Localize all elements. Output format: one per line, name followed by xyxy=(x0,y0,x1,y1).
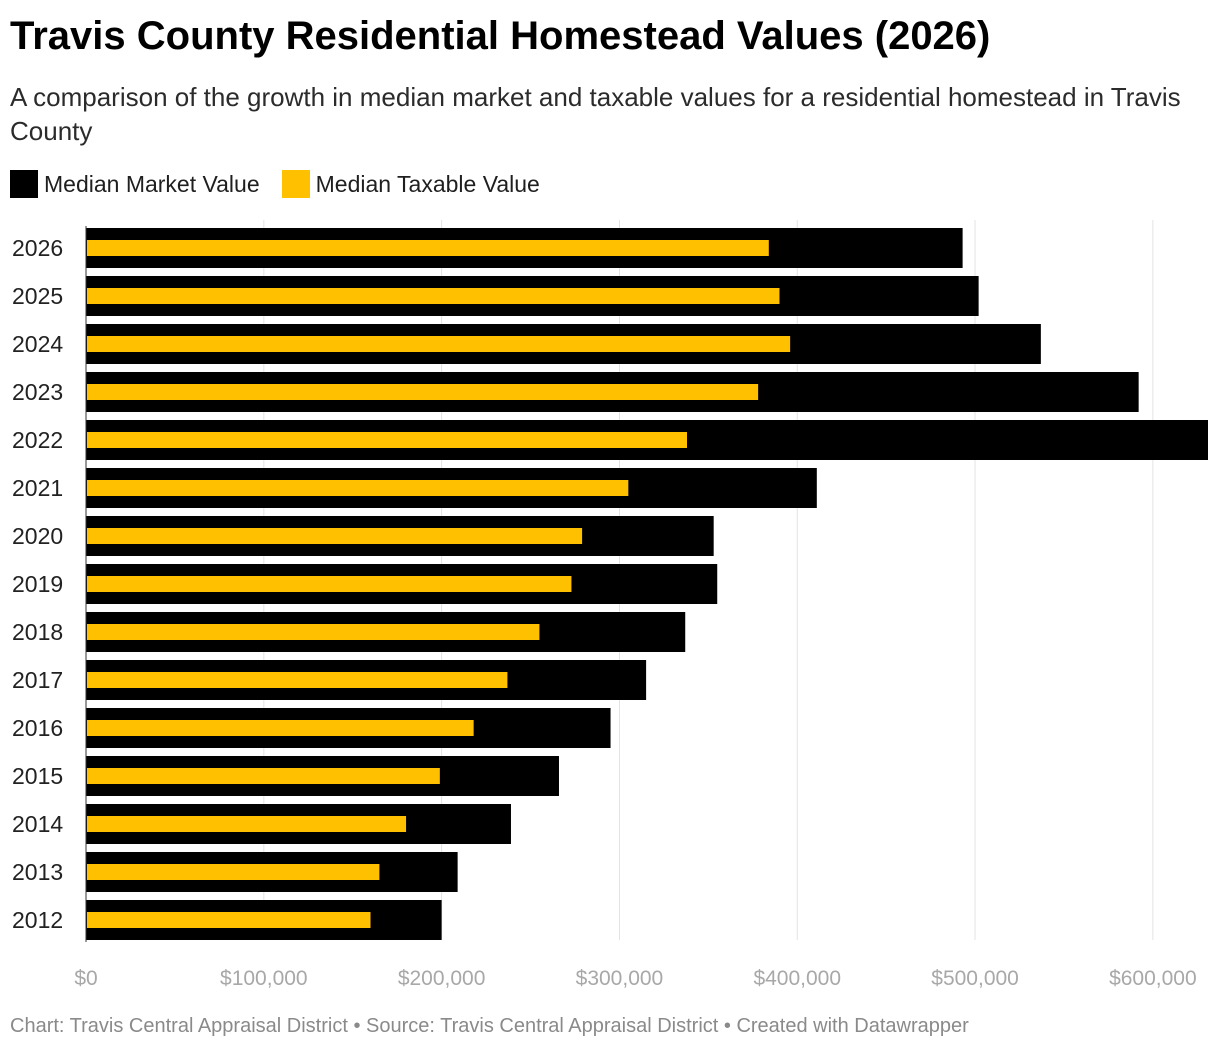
y-category-label: 2018 xyxy=(12,619,63,645)
legend-item-market: Median Market Value xyxy=(10,170,260,198)
y-category-label: 2021 xyxy=(12,475,63,501)
x-tick-label: $300,000 xyxy=(576,967,664,990)
bar-taxable-value xyxy=(87,384,759,400)
y-category-label: 2020 xyxy=(12,523,63,549)
bar-taxable-value xyxy=(87,816,407,832)
bar-taxable-value xyxy=(87,432,688,448)
bar-taxable-value xyxy=(87,336,791,352)
x-tick-label: $200,000 xyxy=(398,967,486,990)
bar-taxable-value xyxy=(87,768,440,784)
y-category-label: 2016 xyxy=(12,715,63,741)
bar-taxable-value xyxy=(87,240,769,256)
bar-taxable-value xyxy=(87,672,508,688)
legend-label-taxable: Median Taxable Value xyxy=(315,170,540,197)
bar-taxable-value xyxy=(87,720,474,736)
chart-title: Travis County Residential Homestead Valu… xyxy=(10,14,991,58)
legend-swatch-market xyxy=(10,170,38,198)
y-category-label: 2019 xyxy=(12,571,63,597)
bar-taxable-value xyxy=(87,864,380,880)
x-tick-label: $500,000 xyxy=(931,967,1019,990)
x-tick-label: $0 xyxy=(74,967,97,990)
legend-swatch-taxable xyxy=(281,170,310,198)
bar-taxable-value xyxy=(87,288,780,304)
chart-subtitle: A comparison of the growth in median mar… xyxy=(10,82,1181,146)
legend-item-taxable: Median Taxable Value xyxy=(281,170,540,198)
y-category-label: 2015 xyxy=(12,763,63,789)
x-tick-label: $600,000 xyxy=(1109,967,1197,990)
x-tick-label: $400,000 xyxy=(753,967,841,990)
chart-footer: Chart: Travis Central Appraisal District… xyxy=(10,1015,969,1037)
y-category-label: 2012 xyxy=(12,907,63,933)
bar-taxable-value xyxy=(87,624,540,640)
x-tick-label: $100,000 xyxy=(220,967,308,990)
y-category-label: 2013 xyxy=(12,859,63,885)
legend-label-market: Median Market Value xyxy=(44,170,260,197)
bar-chart: $0 $100,000 $200,000 $300,000 $400,000 $500,0… xyxy=(12,220,1208,990)
bar-taxable-value xyxy=(87,576,572,592)
bar-taxable-value xyxy=(87,912,371,928)
y-category-label: 2024 xyxy=(12,331,63,357)
bar-taxable-value xyxy=(87,480,629,496)
y-category-label: 2014 xyxy=(12,811,63,837)
bar-taxable-value xyxy=(87,528,583,544)
y-category-label: 2023 xyxy=(12,379,63,405)
y-category-label: 2025 xyxy=(12,283,63,309)
y-category-label: 2026 xyxy=(12,235,63,261)
y-category-label: 2022 xyxy=(12,427,63,453)
y-category-label: 2017 xyxy=(12,667,63,693)
legend: Median Market Value Median Taxable Value xyxy=(10,170,562,198)
